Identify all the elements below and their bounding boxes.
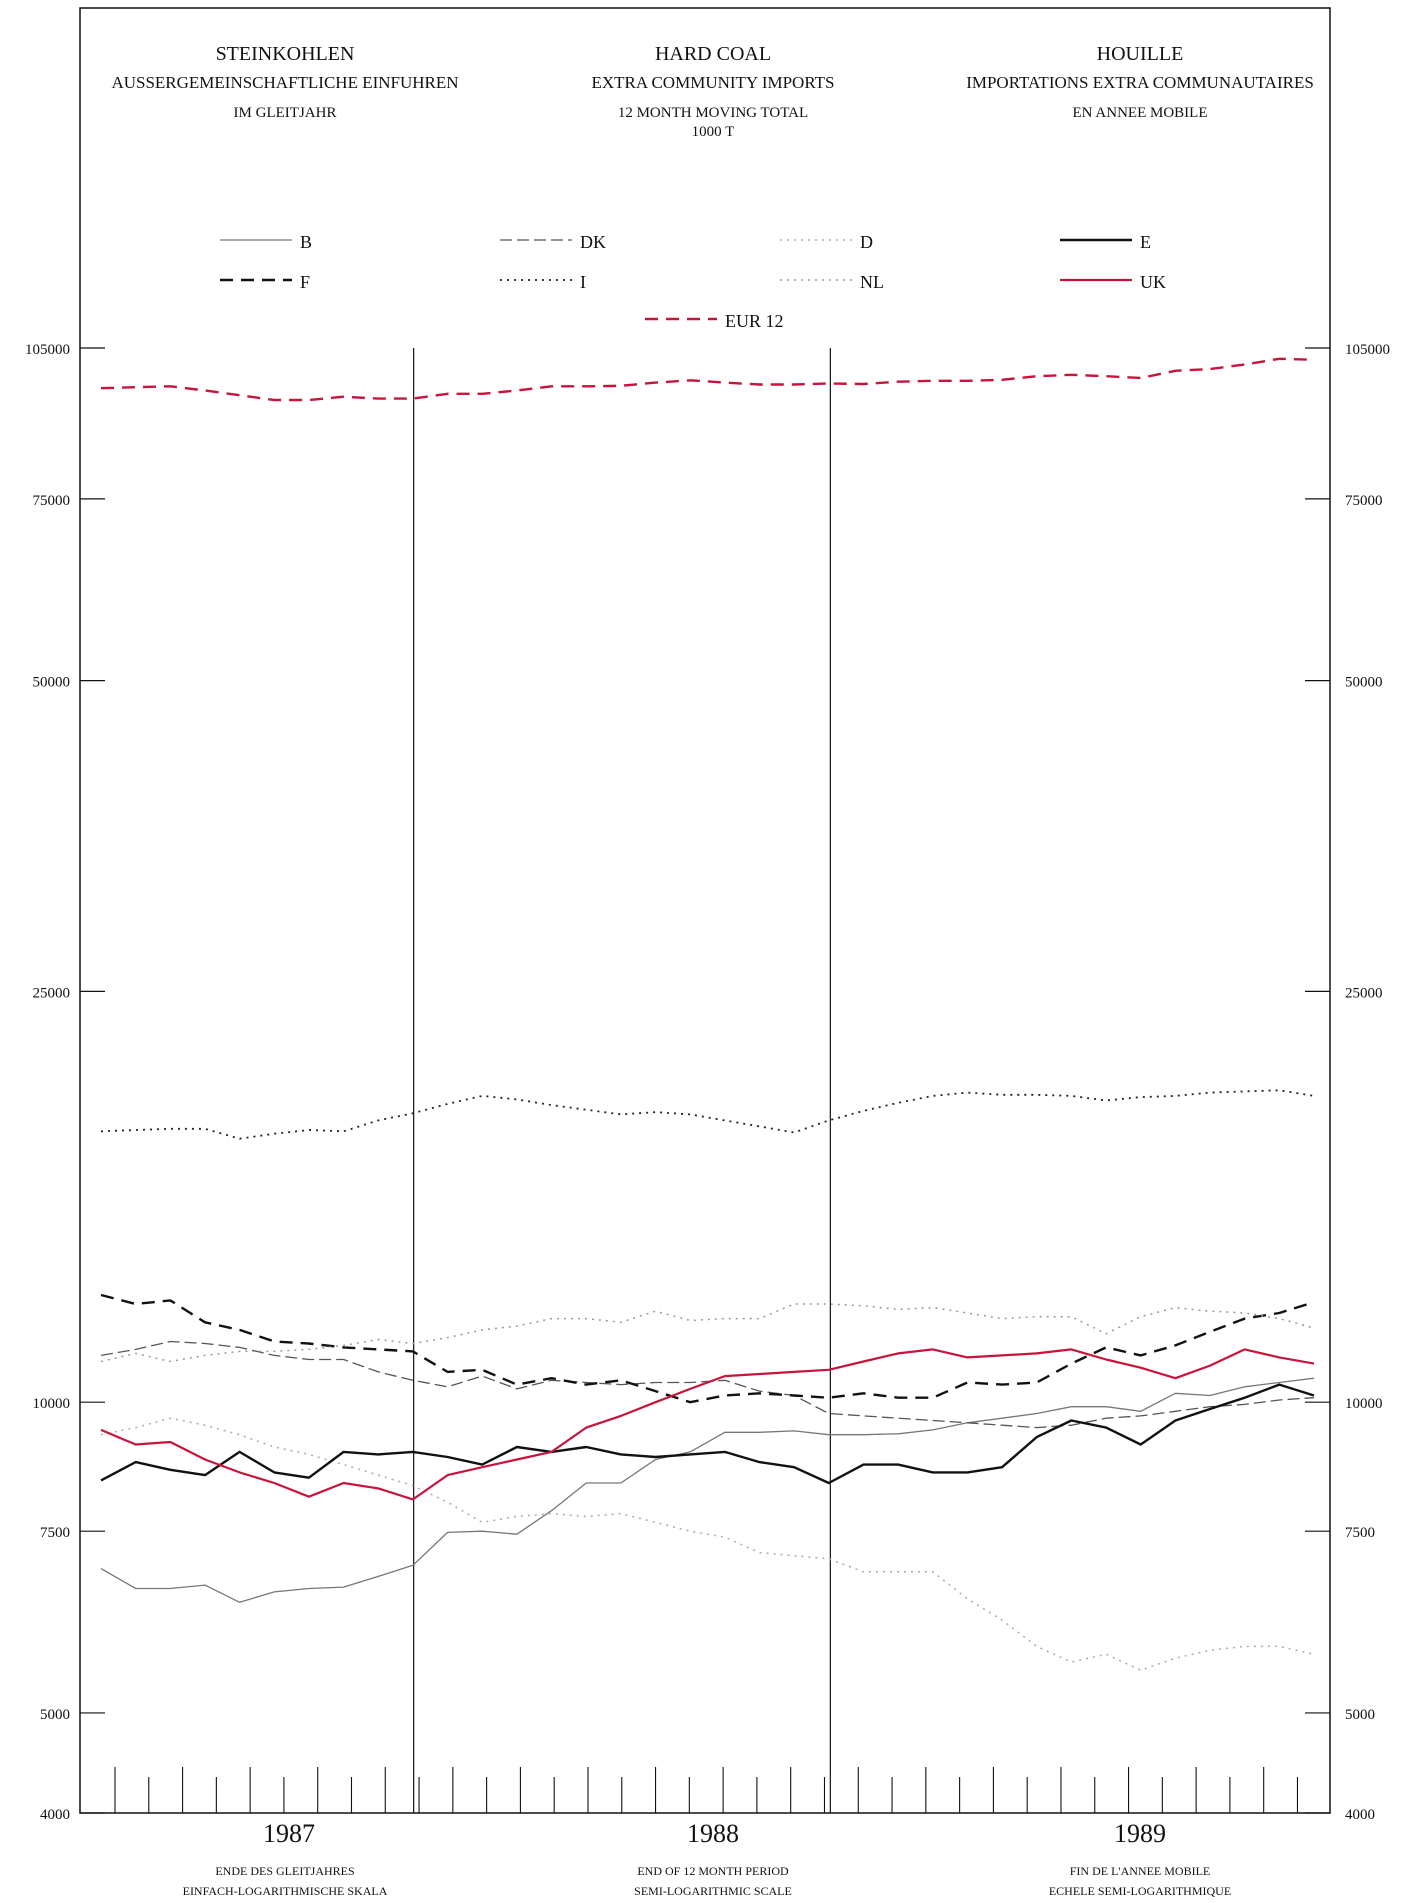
y-tick-label-left: 4000 [40,1807,70,1823]
legend-label: NL [860,272,884,292]
title-line: 1000 T [692,124,735,140]
title-line: HOUILLE [1097,43,1184,65]
footer-line: END OF 12 MONTH PERIOD [637,1864,789,1878]
y-axis-left: 4000 5000 7500 10000 25000 50000 75000 105000 [25,342,105,1823]
legend: B DK D E F I NL UK EUR 12 [220,232,1166,331]
series-line-uk [100,1348,1315,1501]
y-tick-label-right: 50000 [1345,675,1383,691]
y-tick-label-right: 105000 [1345,342,1390,358]
series-line-nl [100,1303,1315,1363]
y-tick-label-right: 25000 [1345,985,1383,1001]
series-line-d [100,1417,1315,1671]
y-tick-label-left: 10000 [33,1396,71,1412]
legend-item: F [220,272,310,292]
x-year-label: 1987 [263,1819,315,1848]
y-tick-label-left: 75000 [33,493,71,509]
series-line-dk [100,1340,1315,1429]
legend-label: E [1140,232,1151,252]
legend-item: DK [500,232,606,252]
series-line-i [100,1089,1315,1140]
legend-label: F [300,272,310,292]
title-line: STEINKOHLEN [216,43,355,65]
title-line: HARD COAL [655,43,771,65]
legend-label: DK [580,232,606,252]
y-tick-label-right: 4000 [1345,1807,1375,1823]
legend-label: I [580,272,586,292]
legend-label: UK [1140,272,1166,292]
legend-label: EUR 12 [725,311,784,331]
axis-footers: ENDE DES GLEITJAHRES EINFACH-LOGARITHMISC… [183,1864,1232,1898]
chart-frame [79,7,1331,1814]
x-year-label: 1988 [687,1819,739,1848]
series-line-b [100,1377,1315,1603]
title-line: IMPORTATIONS EXTRA COMMUNAUTAIRES [966,73,1314,92]
legend-label: D [860,232,873,252]
legend-item: EUR 12 [645,311,784,331]
y-axis-right: 4000 5000 7500 10000 25000 50000 75000 105000 [1305,342,1390,1823]
title-line: 12 MONTH MOVING TOTAL [618,105,808,121]
legend-item: I [500,272,586,292]
legend-item: UK [1060,272,1166,292]
title-line: AUSSERGEMEINSCHAFTLICHE EINFUHREN [111,73,458,92]
series-line-f [100,1293,1315,1404]
y-tick-label-left: 5000 [40,1707,70,1723]
series-line-eur-12 [100,357,1315,402]
y-tick-label-right: 75000 [1345,493,1383,509]
footer-line: ENDE DES GLEITJAHRES [215,1864,354,1878]
chart-titles: STEINKOHLEN AUSSERGEMEINSCHAFTLICHE EINFU… [111,43,1313,140]
legend-item: B [220,232,312,252]
x-axis: 1987 1988 1989 [114,1767,1299,1848]
title-line: IM GLEITJAHR [234,105,337,121]
legend-item: NL [780,272,884,292]
year-dividers [413,348,831,1813]
footer-line: EINFACH-LOGARITHMISCHE SKALA [183,1884,388,1898]
y-tick-label-left: 25000 [33,985,71,1001]
y-tick-label-left: 50000 [33,675,71,691]
y-tick-label-left: 105000 [25,342,70,358]
x-year-label: 1989 [1114,1819,1166,1848]
y-tick-label-right: 5000 [1345,1707,1375,1723]
series-line-e [100,1383,1315,1485]
title-line: EN ANNEE MOBILE [1073,105,1208,121]
legend-item: D [780,232,873,252]
y-tick-label-right: 10000 [1345,1396,1383,1412]
footer-line: ECHELE SEMI-LOGARITHMIQUE [1049,1884,1231,1898]
legend-item: E [1060,232,1151,252]
y-tick-label-left: 7500 [40,1525,70,1541]
footer-line: SEMI-LOGARITHMIC SCALE [634,1884,792,1898]
title-line: EXTRA COMMUNITY IMPORTS [592,73,835,92]
y-tick-label-right: 7500 [1345,1525,1375,1541]
footer-line: FIN DE L'ANNEE MOBILE [1070,1864,1210,1878]
series-lines [100,357,1315,1671]
legend-label: B [300,232,312,252]
